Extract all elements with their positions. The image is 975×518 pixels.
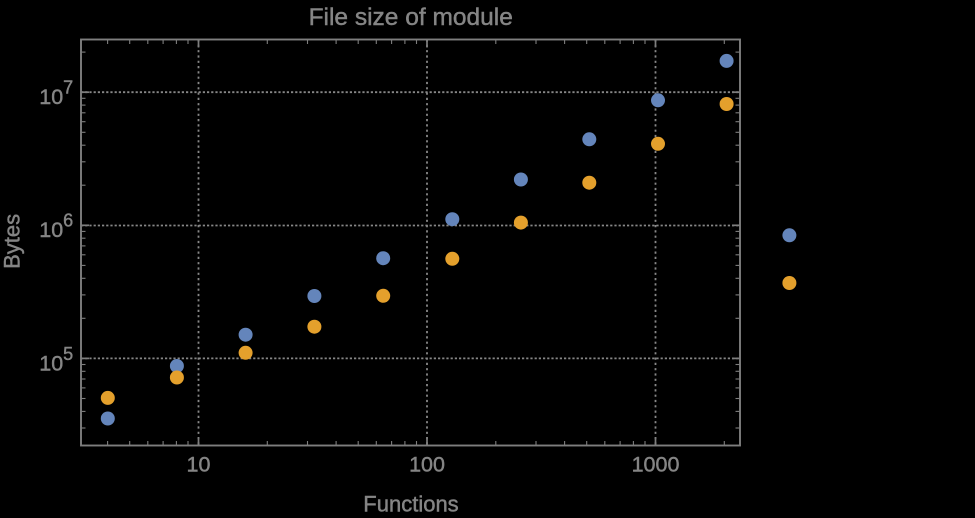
svg-text:File size of module: File size of module [309,4,513,31]
svg-text:Bytes: Bytes [0,214,24,269]
svg-text:1000: 1000 [632,453,680,477]
svg-text:100: 100 [409,453,445,477]
svg-text:Functions: Functions [363,492,458,513]
svg-text:10: 10 [187,453,211,477]
